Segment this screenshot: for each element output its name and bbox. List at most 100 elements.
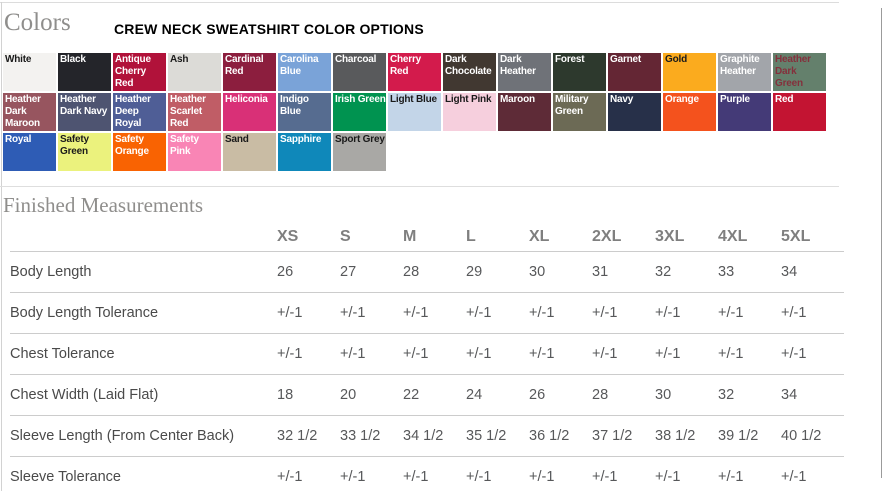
top-divider [0, 2, 839, 3]
measurement-value: 34 [781, 387, 798, 403]
measurement-value: 35 1/2 [466, 428, 507, 444]
measurement-value: +/-1 [718, 346, 744, 362]
color-swatch-white: White [3, 53, 56, 91]
color-swatch-sand: Sand [223, 133, 276, 171]
measurement-value: 28 [403, 264, 420, 280]
measurement-value: +/-1 [718, 305, 744, 321]
color-swatch-label: Heather Scarlet Red [170, 94, 206, 129]
color-swatch-indigo-blue: Indigo Blue [278, 93, 331, 131]
color-swatch-label: Safety Pink [170, 134, 199, 157]
colors-section-heading: Colors [4, 9, 71, 36]
color-swatch-light-blue: Light Blue [388, 93, 441, 131]
color-swatch-label: Red [775, 94, 794, 105]
color-swatch-dark-chocolate: Dark Chocolate [443, 53, 496, 91]
measurements-table: XS S M L XL 2XL 3XL 4XL 5XL Body Length 26 27 28 29 3… [10, 222, 844, 491]
measurement-value: 27 [340, 264, 357, 280]
measurement-value: +/-1 [718, 469, 744, 485]
measurement-value: 34 [781, 264, 798, 280]
left-border [1, 2, 2, 491]
size-header-spacer [10, 222, 277, 252]
measurement-row-label: Sleeve Tolerance [10, 469, 121, 485]
color-swatch-label: Heather Dark Navy [60, 94, 108, 117]
measurement-value: 29 [466, 264, 483, 280]
measurement-value: +/-1 [466, 346, 492, 362]
color-swatch-safety-pink: Safety Pink [168, 133, 221, 171]
color-swatch-label: Cardinal Red [225, 54, 264, 77]
color-swatch-label: Safety Green [60, 134, 89, 157]
color-swatch-antique-cherry-red: Antique Cherry Red [113, 53, 166, 91]
measurement-value: 26 [277, 264, 294, 280]
measurement-row: Chest Tolerance +/-1 +/-1 +/-1 +/-1 +/-1 +/-1 +… [10, 334, 844, 375]
size-column-header-2xl: 2XL [592, 222, 655, 252]
color-swatch-label: Antique Cherry Red [115, 54, 151, 89]
measurement-row-label: Body Length [10, 264, 92, 280]
right-border [881, 8, 882, 478]
color-swatch-label: White [5, 54, 32, 65]
size-column-header-xs: XS [277, 222, 340, 252]
color-options-title: CREW NECK SWEATSHIRT COLOR OPTIONS [114, 21, 424, 37]
size-header-row: XS S M L XL 2XL 3XL 4XL 5XL [10, 222, 844, 252]
color-swatch-safety-green: Safety Green [58, 133, 111, 171]
color-swatch-label: Sand [225, 134, 249, 145]
measurement-value: +/-1 [340, 469, 366, 485]
color-swatch-label: Navy [610, 94, 634, 105]
measurement-value: 24 [466, 387, 483, 403]
measurement-value: 22 [403, 387, 420, 403]
color-swatch-irish-green: Irish Green [333, 93, 386, 131]
color-swatch-label: Dark Heather [500, 54, 536, 77]
measurement-value: 38 1/2 [655, 428, 696, 444]
measurement-value: 34 1/2 [403, 428, 444, 444]
color-swatch-gold: Gold [663, 53, 716, 91]
measurement-value: 37 1/2 [592, 428, 633, 444]
measurement-value: +/-1 [277, 469, 303, 485]
size-column-header-xl: XL [529, 222, 592, 252]
measurement-value: +/-1 [529, 346, 555, 362]
color-swatch-label: Irish Green [335, 94, 386, 105]
measurement-value: +/-1 [340, 346, 366, 362]
measurement-value: +/-1 [655, 346, 681, 362]
section-divider [0, 186, 839, 187]
measurement-value: +/-1 [403, 305, 429, 321]
color-swatch-military-green: Military Green [553, 93, 606, 131]
color-swatch-heather-dark-navy: Heather Dark Navy [58, 93, 111, 131]
color-swatch-label: Heather Deep Royal [115, 94, 151, 129]
color-swatch-label: Charcoal [335, 54, 377, 65]
measurement-value: +/-1 [781, 469, 807, 485]
color-swatch-safety-orange: Safety Orange [113, 133, 166, 171]
color-swatch-label: Royal [5, 134, 32, 145]
measurement-value: 39 1/2 [718, 428, 759, 444]
measurement-row-label: Sleeve Length (From Center Back) [10, 428, 235, 444]
color-swatch-label: Garnet [610, 54, 642, 65]
color-swatch-heather-scarlet-red: Heather Scarlet Red [168, 93, 221, 131]
color-swatch-label: Cherry Red [390, 54, 422, 77]
measurement-value: +/-1 [403, 469, 429, 485]
color-swatch-cherry-red: Cherry Red [388, 53, 441, 91]
color-swatch-ash: Ash [168, 53, 221, 91]
color-swatch-black: Black [58, 53, 111, 91]
measurement-value: 20 [340, 387, 357, 403]
measurement-value: 30 [655, 387, 672, 403]
measurement-value: 32 [718, 387, 735, 403]
measurement-value: 33 1/2 [340, 428, 381, 444]
color-swatch-heather-deep-royal: Heather Deep Royal [113, 93, 166, 131]
color-swatch-purple: Purple [718, 93, 771, 131]
color-swatch-graphite-heather: Graphite Heather [718, 53, 771, 91]
color-swatch-heather-dark-maroon: Heather Dark Maroon [3, 93, 56, 131]
measurement-row: Body Length Tolerance +/-1 +/-1 +/-1 +/-1 +/-… [10, 293, 844, 334]
color-swatch-label: Orange [665, 94, 699, 105]
color-swatch-label: Dark Chocolate [445, 54, 492, 77]
measurement-value: +/-1 [655, 305, 681, 321]
color-swatch-label: Forest [555, 54, 585, 65]
measurement-value: 18 [277, 387, 294, 403]
size-column-header-l: L [466, 222, 529, 252]
measurement-value: +/-1 [592, 346, 618, 362]
measurement-value: 33 [718, 264, 735, 280]
measurement-value: +/-1 [466, 469, 492, 485]
measurement-value: +/-1 [781, 346, 807, 362]
measurement-row: Sleeve Tolerance +/-1 +/-1 +/-1 +/-1 +/-1 +/-1… [10, 457, 844, 491]
color-swatch-label: Graphite Heather [720, 54, 760, 77]
color-swatch-maroon: Maroon [498, 93, 551, 131]
color-swatch-label: Carolina Blue [280, 54, 319, 77]
color-swatch-label: Gold [665, 54, 687, 65]
color-swatch-carolina-blue: Carolina Blue [278, 53, 331, 91]
